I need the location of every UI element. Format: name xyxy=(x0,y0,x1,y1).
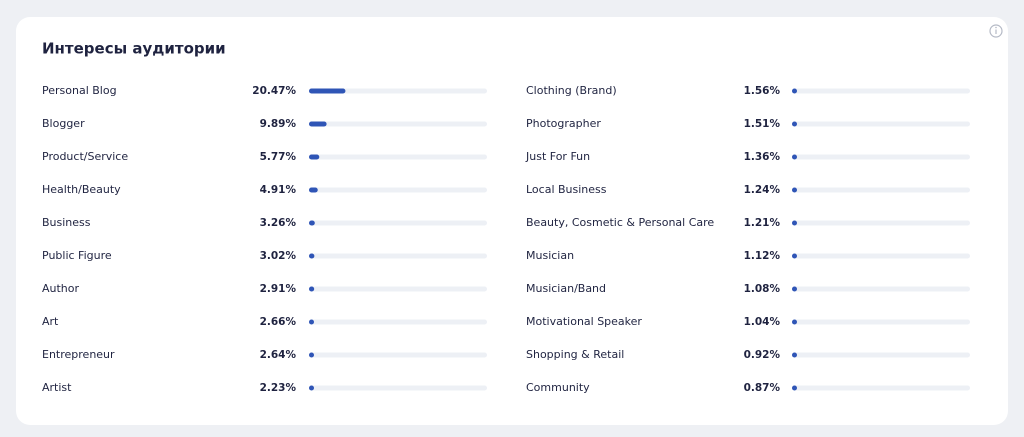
interest-value: 5.77% xyxy=(260,151,297,163)
info-icon[interactable] xyxy=(989,24,1003,38)
interest-label: Public Figure xyxy=(42,249,112,262)
interest-value: 1.12% xyxy=(744,250,781,262)
interest-value: 1.21% xyxy=(744,217,781,229)
interest-label: Just For Fun xyxy=(525,150,590,163)
interest-value: 4.91% xyxy=(260,184,297,196)
interest-value: 0.92% xyxy=(744,349,781,361)
interest-value: 2.23% xyxy=(260,382,297,394)
interest-value: 0.87% xyxy=(744,382,781,394)
interest-value: 1.51% xyxy=(744,118,781,130)
interest-label: Entrepreneur xyxy=(42,348,115,361)
interest-label: Health/Beauty xyxy=(42,183,121,196)
interest-value: 2.66% xyxy=(260,316,297,328)
interest-value: 9.89% xyxy=(260,118,297,130)
interest-value: 1.04% xyxy=(744,316,781,328)
interest-label: Shopping & Retail xyxy=(526,348,624,361)
interest-label: Beauty, Cosmetic & Personal Care xyxy=(526,216,714,229)
interest-label: Photographer xyxy=(526,117,601,130)
interest-label: Community xyxy=(526,381,590,394)
interest-value: 20.47% xyxy=(252,85,296,97)
interest-label: Business xyxy=(42,216,91,229)
interest-label: Local Business xyxy=(526,183,607,196)
interest-value: 3.26% xyxy=(260,217,297,229)
interest-label: Musician/Band xyxy=(526,282,606,295)
interest-value: 2.64% xyxy=(260,349,297,361)
interest-value: 1.56% xyxy=(744,85,781,97)
card-title: Интересы аудитории xyxy=(42,40,226,58)
interest-label: Art xyxy=(42,315,59,328)
interest-label: Clothing (Brand) xyxy=(526,84,617,97)
interest-label: Product/Service xyxy=(42,150,128,163)
interest-label: Motivational Speaker xyxy=(526,315,642,328)
interest-label: Musician xyxy=(526,249,574,262)
interest-value: 1.08% xyxy=(744,283,781,295)
interest-label: Author xyxy=(42,282,80,295)
interest-value: 2.91% xyxy=(260,283,297,295)
interest-label: Personal Blog xyxy=(42,84,117,97)
interest-value: 3.02% xyxy=(260,250,297,262)
interest-value: 1.24% xyxy=(744,184,781,196)
interest-label: Blogger xyxy=(42,117,85,130)
interest-label: Artist xyxy=(42,381,72,394)
card xyxy=(16,17,1008,425)
interest-value: 1.36% xyxy=(744,151,781,163)
